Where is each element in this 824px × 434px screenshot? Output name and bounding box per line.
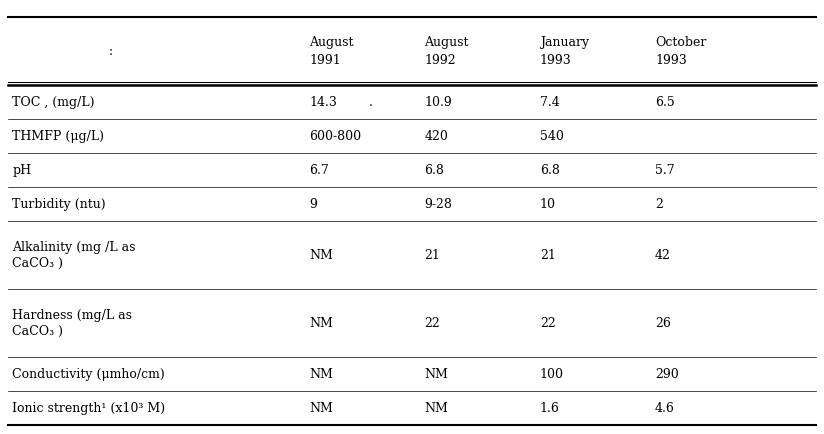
Text: NM: NM [309, 402, 333, 415]
Text: 21: 21 [540, 249, 555, 262]
Text: 100: 100 [540, 368, 564, 381]
Text: Alkalinity (mg /L as
CaCO₃ ): Alkalinity (mg /L as CaCO₃ ) [12, 240, 136, 270]
Text: January
1993: January 1993 [540, 36, 589, 67]
Text: 6.5: 6.5 [655, 96, 675, 109]
Text: October
1993: October 1993 [655, 36, 706, 67]
Text: 6.7: 6.7 [309, 164, 329, 177]
Text: .: . [369, 96, 372, 109]
Text: 600-800: 600-800 [309, 130, 361, 143]
Text: 2: 2 [655, 198, 663, 211]
Text: NM: NM [424, 368, 448, 381]
Text: :: : [109, 45, 114, 58]
Text: 22: 22 [540, 317, 555, 330]
Text: Conductivity (μmho/cm): Conductivity (μmho/cm) [12, 368, 165, 381]
Text: 9: 9 [309, 198, 317, 211]
Text: 6.8: 6.8 [540, 164, 559, 177]
Text: 7.4: 7.4 [540, 96, 559, 109]
Text: 9-28: 9-28 [424, 198, 452, 211]
Text: TOC , (mg/L): TOC , (mg/L) [12, 96, 95, 109]
Text: 42: 42 [655, 249, 671, 262]
Text: 4.6: 4.6 [655, 402, 675, 415]
Text: 26: 26 [655, 317, 671, 330]
Text: 22: 22 [424, 317, 440, 330]
Text: Hardness (mg/L as
CaCO₃ ): Hardness (mg/L as CaCO₃ ) [12, 309, 133, 338]
Text: 290: 290 [655, 368, 679, 381]
Text: 21: 21 [424, 249, 440, 262]
Text: pH: pH [12, 164, 31, 177]
Text: August
1991: August 1991 [309, 36, 353, 67]
Text: Ionic strength¹ (x10³ M): Ionic strength¹ (x10³ M) [12, 402, 166, 415]
Text: Turbidity (ntu): Turbidity (ntu) [12, 198, 106, 211]
Text: 10: 10 [540, 198, 555, 211]
Text: NM: NM [309, 317, 333, 330]
Text: 540: 540 [540, 130, 564, 143]
Text: 1.6: 1.6 [540, 402, 559, 415]
Text: NM: NM [309, 249, 333, 262]
Text: 6.8: 6.8 [424, 164, 444, 177]
Text: 420: 420 [424, 130, 448, 143]
Text: NM: NM [309, 368, 333, 381]
Text: 5.7: 5.7 [655, 164, 675, 177]
Text: NM: NM [424, 402, 448, 415]
Text: August
1992: August 1992 [424, 36, 469, 67]
Text: 14.3: 14.3 [309, 96, 337, 109]
Text: 10.9: 10.9 [424, 96, 452, 109]
Text: THMFP (μg/L): THMFP (μg/L) [12, 130, 105, 143]
